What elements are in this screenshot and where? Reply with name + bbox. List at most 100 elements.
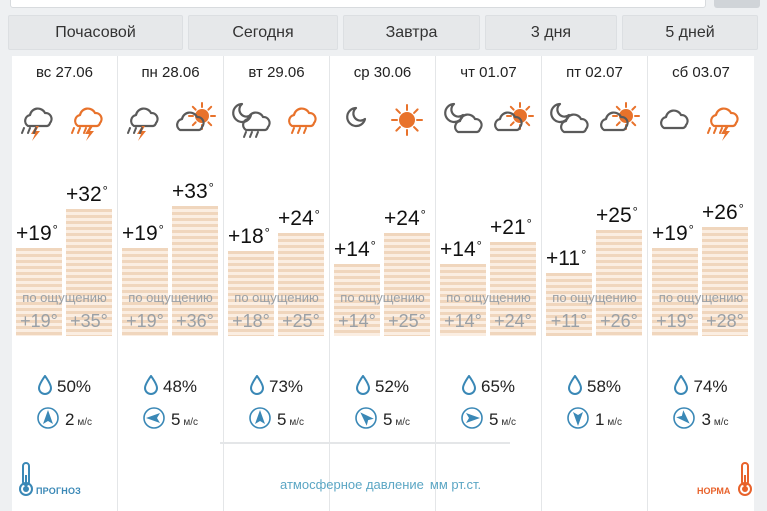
- humidity: 50%: [12, 374, 117, 397]
- water-drop-icon: [249, 374, 264, 395]
- night-temp-value: +19: [122, 222, 158, 245]
- wind: 5 м/с: [118, 407, 223, 430]
- tab-5-days[interactable]: 5 дней: [622, 15, 758, 50]
- wind-unit: м/с: [77, 417, 93, 428]
- wind-direction-icon: [249, 407, 271, 429]
- day-temp: +26°: [702, 201, 744, 225]
- feels-like-night: +19°: [126, 311, 164, 331]
- pressure-label: атмосферное давление мм рт.ст.: [280, 477, 481, 492]
- degree-sign: °: [632, 204, 638, 219]
- day-temp-value: +24: [384, 207, 420, 230]
- wind-direction-icon: [567, 407, 589, 429]
- weather-icons: [12, 102, 117, 142]
- norma-label: НОРМА: [697, 486, 731, 496]
- weather-icons: [330, 102, 435, 142]
- night-thunderstorm-icon: [127, 107, 159, 141]
- search-button[interactable]: [714, 0, 760, 8]
- feels-like-label: по ощущению: [234, 290, 319, 305]
- degree-sign: °: [264, 225, 270, 240]
- sun-cloud-icon: [600, 102, 640, 132]
- water-drop-icon: [355, 374, 370, 395]
- thunderstorm-icon: [71, 107, 103, 141]
- night-temp: +19°: [122, 222, 164, 246]
- humidity-value: 52%: [374, 377, 410, 396]
- degree-sign: °: [688, 222, 694, 237]
- moon-cloud-icon: [444, 102, 483, 134]
- wind-direction-icon: [461, 407, 483, 429]
- day-column: пт 02.07 +11° +25° по ощущению +11° +26°…: [542, 56, 648, 511]
- humidity: 74%: [648, 374, 754, 397]
- wind-direction-icon: [355, 407, 377, 429]
- day-temp-value: +32: [66, 183, 102, 206]
- weather-icons: [118, 102, 223, 142]
- water-drop-icon: [674, 374, 689, 395]
- search-field[interactable]: [10, 0, 706, 8]
- humidity: 65%: [436, 374, 541, 397]
- degree-sign: °: [314, 207, 320, 222]
- day-temp-bar: [384, 233, 430, 336]
- night-thunderstorm-icon: [21, 107, 53, 141]
- day-temp: +24°: [278, 207, 320, 231]
- night-temp: +14°: [440, 238, 482, 262]
- humidity-value: 74%: [693, 377, 728, 396]
- weather-icons: [648, 102, 754, 142]
- wind: 5 м/с: [436, 407, 541, 430]
- night-temp: +19°: [652, 222, 694, 246]
- tab-tomorrow[interactable]: Завтра: [343, 15, 480, 50]
- humidity-value: 48%: [162, 377, 198, 396]
- humidity: 48%: [118, 374, 223, 397]
- humidity: 58%: [542, 374, 647, 397]
- degree-sign: °: [370, 238, 376, 253]
- day-temp-value: +24: [278, 207, 314, 230]
- feels-like-day: +25°: [388, 311, 426, 331]
- tab-hourly[interactable]: Почасовой: [8, 15, 183, 50]
- day-temp-value: +33: [172, 180, 208, 203]
- feels-like-label: по ощущению: [446, 290, 531, 305]
- wind-unit: м/с: [289, 417, 305, 428]
- degree-sign: °: [738, 201, 744, 216]
- wind-unit: м/с: [713, 417, 729, 428]
- sun-icon: [391, 104, 423, 136]
- humidity: 73%: [224, 374, 329, 397]
- tab-today[interactable]: Сегодня: [188, 15, 338, 50]
- night-temp-bar: [16, 248, 62, 336]
- night-temp-value: +19: [16, 222, 52, 245]
- day-temp: +25°: [596, 204, 638, 228]
- night-temp-value: +19: [652, 222, 688, 245]
- tab-3-days[interactable]: 3 дня: [485, 15, 617, 50]
- weather-icons: [436, 102, 541, 142]
- moon-cloud-icon: [550, 102, 589, 134]
- wind-direction-icon: [143, 407, 165, 429]
- day-column: вс 27.06 +19° +32° по ощущению +19° +35°…: [12, 56, 118, 511]
- degree-sign: °: [420, 207, 426, 222]
- feels-like-day: +26°: [600, 311, 638, 331]
- water-drop-icon: [567, 374, 582, 395]
- feels-like-label: по ощущению: [128, 290, 213, 305]
- feels-like-night: +18°: [232, 311, 270, 331]
- prognoz-legend: ПРОГНОЗ: [16, 461, 81, 502]
- day-column: пн 28.06 +19° +33° по ощущению +19° +36°…: [118, 56, 224, 511]
- wind-unit: м/с: [501, 417, 517, 428]
- day-temp-bar: [278, 233, 324, 336]
- feels-like-label: по ощущению: [658, 290, 744, 305]
- day-temp: +33°: [172, 180, 214, 204]
- sun-cloud-icon: [494, 102, 534, 132]
- water-drop-icon: [37, 374, 52, 395]
- night-temp-bar: [122, 248, 168, 336]
- day-column: сб 03.07 +19° +26° по ощущению +19° +28°…: [648, 56, 754, 511]
- wind-speed: 5: [488, 410, 499, 429]
- night-temp: +14°: [334, 238, 376, 262]
- wind: 1 м/с: [542, 407, 647, 430]
- degree-sign: °: [526, 216, 532, 231]
- weather-icons: [224, 102, 329, 142]
- wind-direction-icon: [673, 407, 696, 429]
- feels-like-day: +35°: [70, 311, 108, 331]
- day-temp-value: +21: [490, 216, 526, 239]
- night-temp-bar: [652, 248, 698, 336]
- day-label: ср 30.06: [353, 64, 412, 81]
- feels-like-day: +25°: [282, 311, 320, 331]
- day-temp: +32°: [66, 183, 108, 207]
- feels-like-label: по ощущению: [552, 290, 637, 305]
- night-temp: +18°: [228, 225, 270, 249]
- night-temp-value: +14: [440, 238, 476, 261]
